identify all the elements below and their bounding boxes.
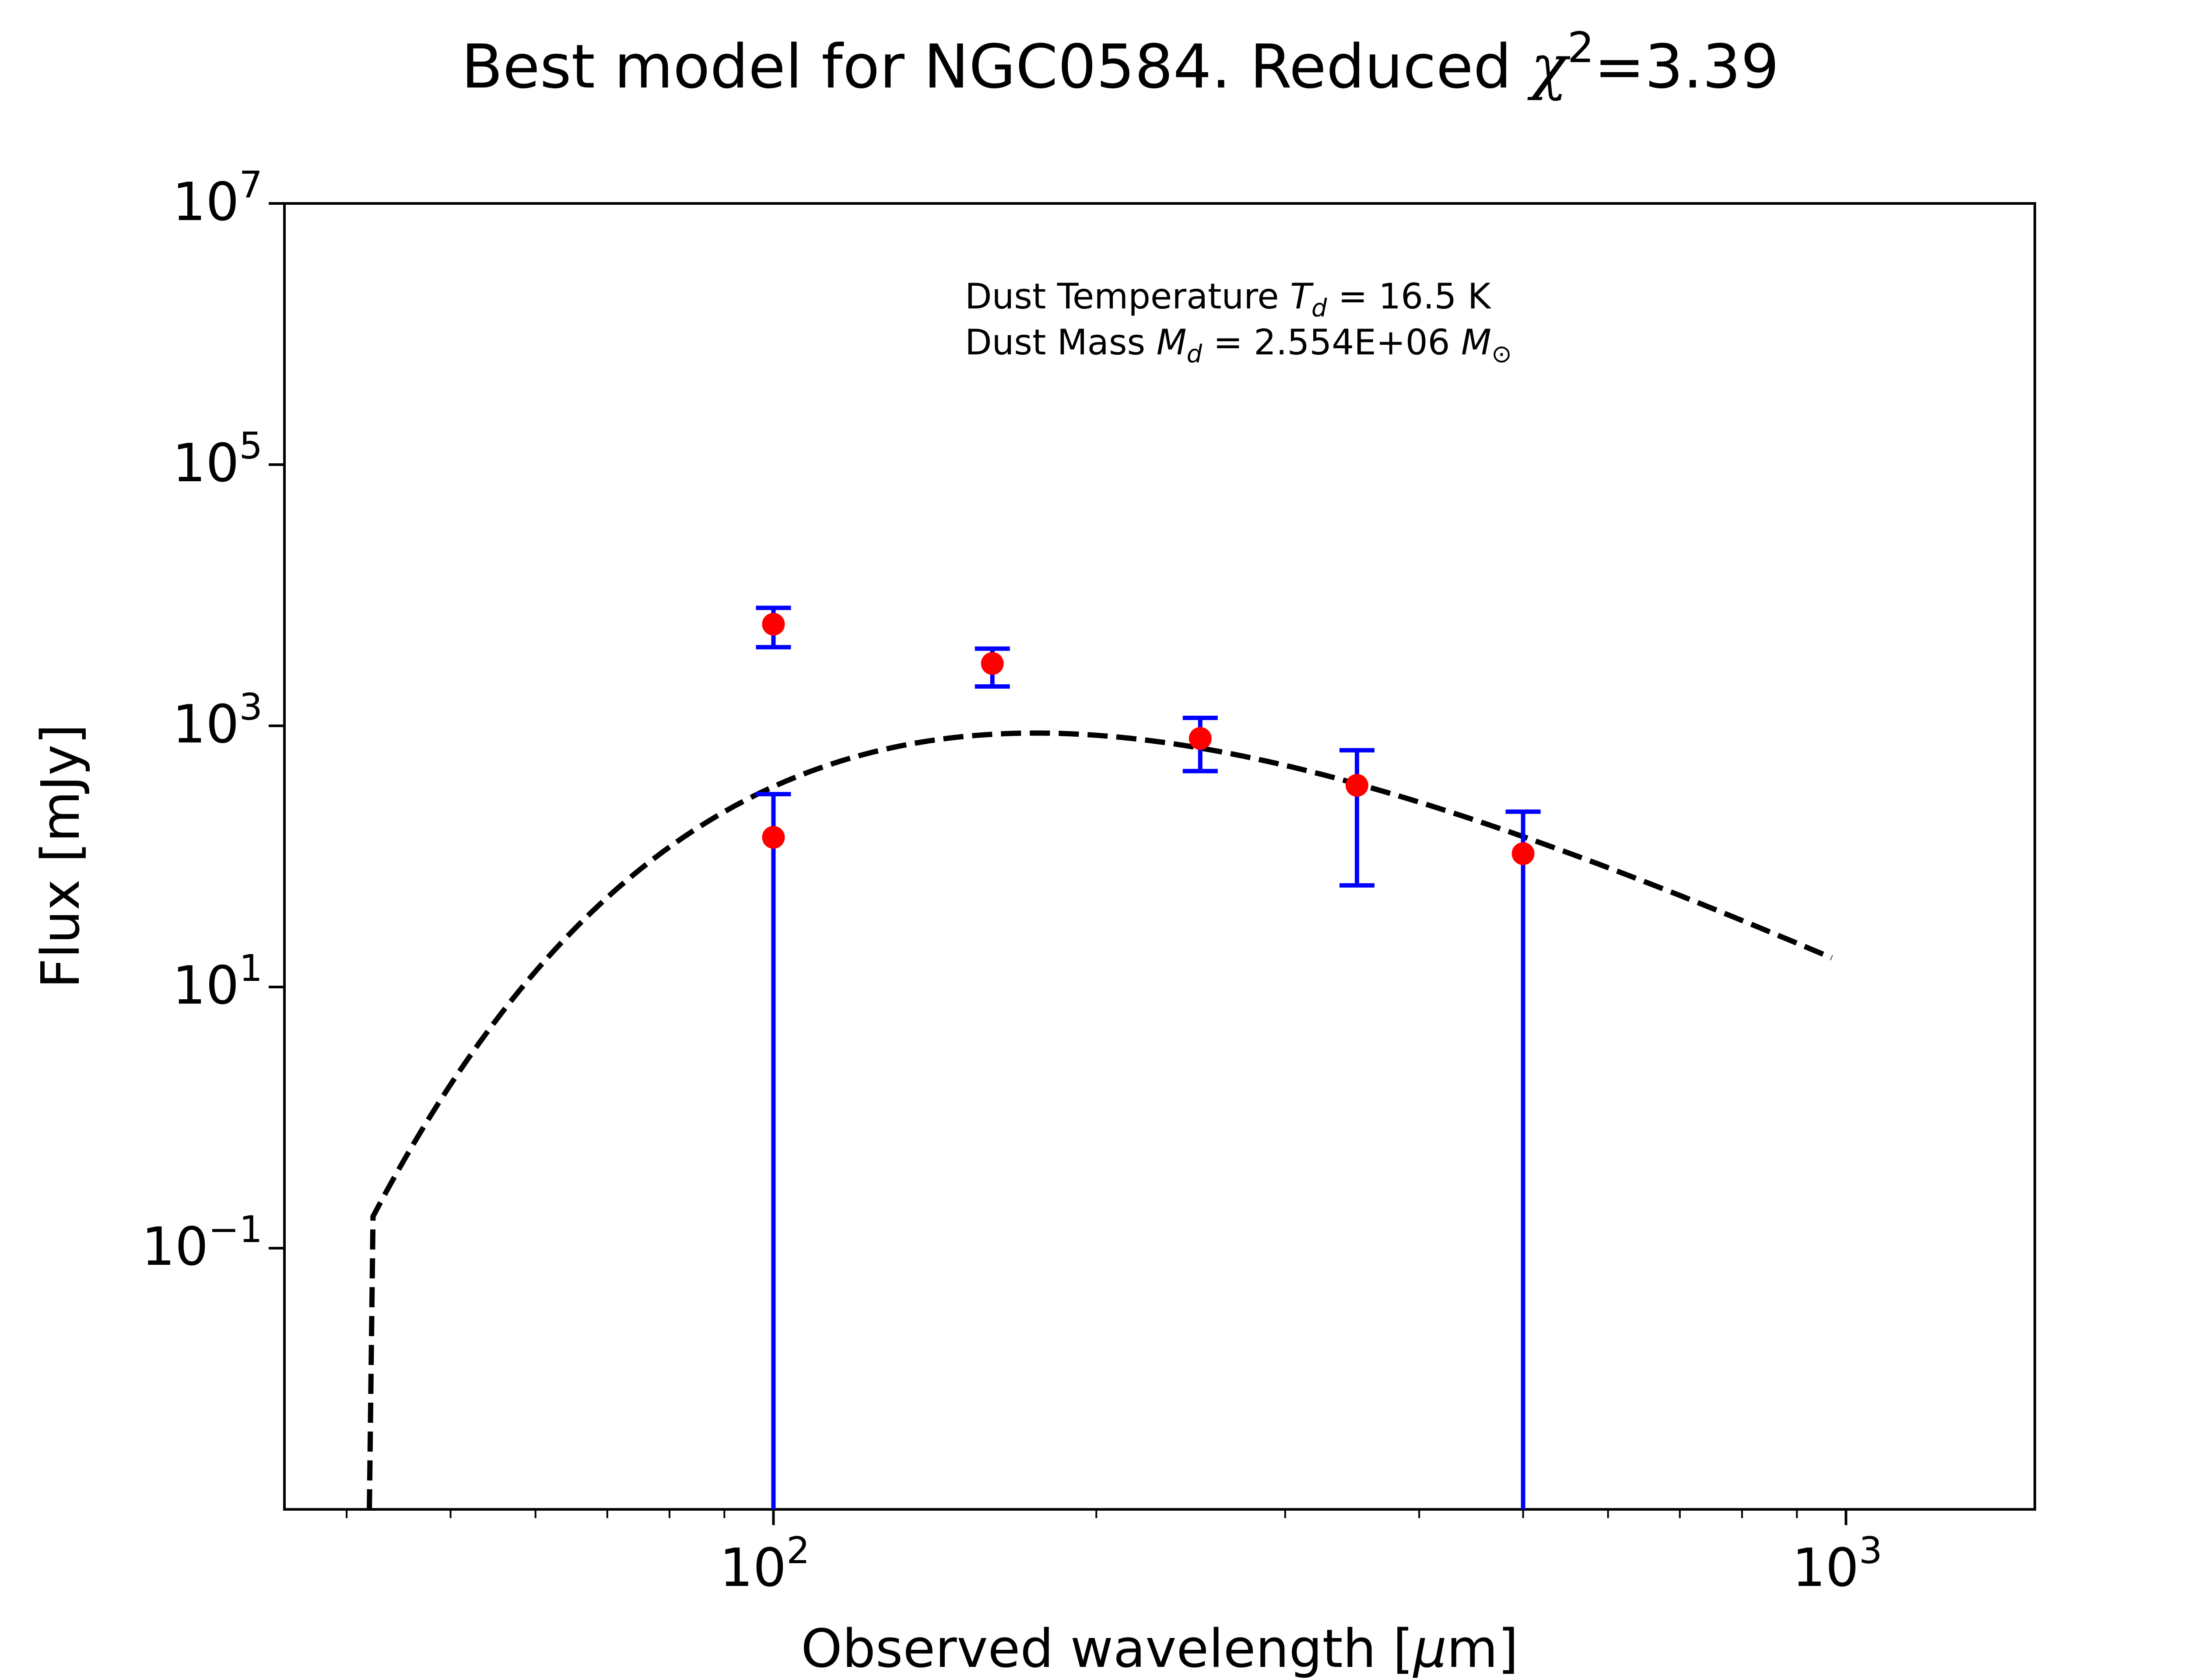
annotation-dust-temperature: Dust Temperature Td = 16.5 K — [965, 276, 1492, 322]
annotation-dust-mass: Dust Mass Md = 2.554E+06 M⊙ — [965, 322, 1512, 368]
data-point — [762, 826, 785, 849]
y-tick-label: 10−1 — [141, 1208, 263, 1278]
x-axis-label: Observed wavelength [μm] — [801, 1619, 1518, 1680]
model-curve — [367, 730, 1833, 1510]
y-tick-label: 105 — [172, 424, 263, 494]
data-point — [981, 652, 1004, 675]
y-tick-label: 103 — [172, 686, 263, 755]
y-tick-label: 107 — [172, 163, 263, 233]
data-point — [1189, 727, 1212, 750]
x-tick-label: 102 — [719, 1529, 810, 1599]
chart-title: Best model for NGC0584. Reduced χ2=3.39 — [461, 23, 1779, 102]
y-tick-label: 101 — [172, 947, 263, 1016]
data-point — [1511, 842, 1535, 865]
plot-frame — [283, 202, 2036, 1511]
x-tick-label: 103 — [1792, 1529, 1882, 1599]
observations — [756, 606, 1541, 1509]
data-point — [762, 612, 785, 636]
data-point — [1345, 774, 1368, 797]
x-axis-ticks: 102 103 — [346, 1509, 1882, 1599]
y-axis-ticks: 10−1 101 103 105 107 — [141, 163, 284, 1278]
y-axis-label: Flux [mJy] — [31, 724, 91, 989]
